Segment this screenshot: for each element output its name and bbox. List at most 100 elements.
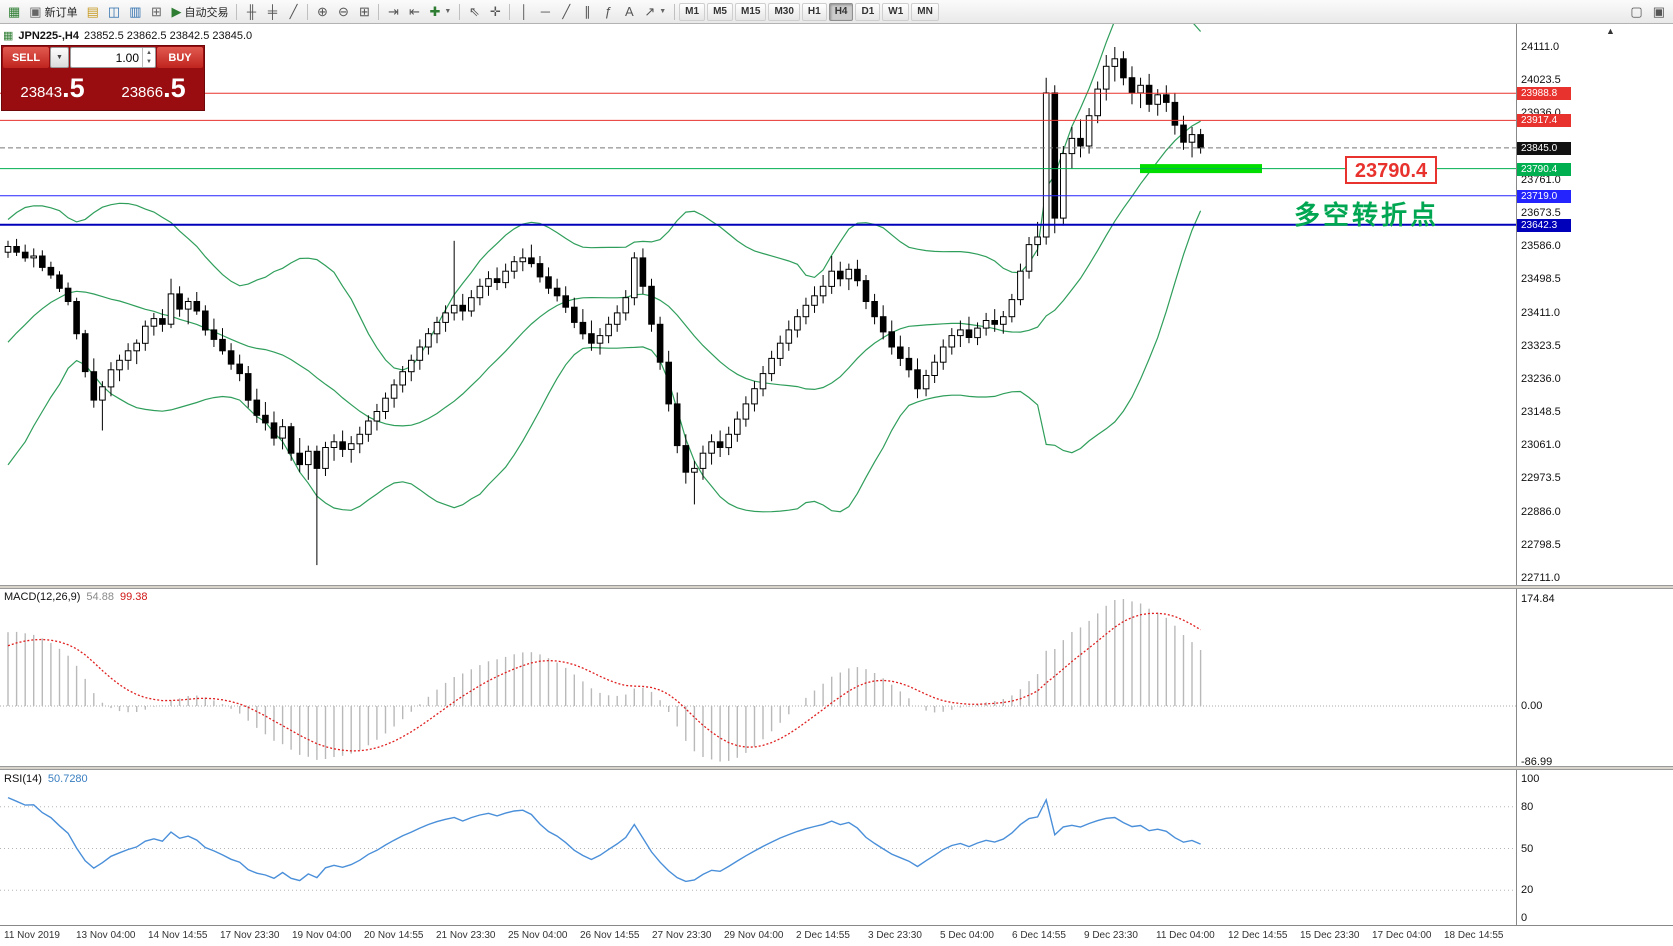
separator [307,3,309,20]
volume-field[interactable]: 1.00 ▲ ▼ [70,47,156,68]
time-label: 27 Nov 23:30 [652,930,712,941]
market-watch-button[interactable]: ◫ [104,2,124,22]
sell-button[interactable]: SELL [3,47,49,68]
candle-body [279,426,286,439]
trendline-button[interactable]: ╱ [556,2,576,22]
candle-body [665,361,673,405]
chart-window-icon[interactable]: ▦ [8,3,21,19]
rsi-title: RSI(14) [4,773,42,785]
bar-chart-button[interactable]: ╫ [241,2,261,22]
tab-timeframe-h1[interactable]: H1 [801,2,827,21]
candle-body [322,447,329,469]
fibonacci-button[interactable]: ƒ [598,2,618,22]
horizontal-line-icon: ─ [540,4,550,19]
rsi-line [7,796,1201,883]
candle-body [142,325,149,344]
macd-signal-line [7,612,1201,752]
data-window-button[interactable]: ▥ [125,2,145,22]
navigator-button[interactable]: ⊞ [146,2,166,22]
candle-body [845,268,853,280]
auto-scroll-button[interactable]: ⇥ [383,2,403,22]
new-order-button[interactable]: ▣ 新订单 [29,3,78,19]
candle-body [974,327,981,339]
charts-button[interactable]: ▤ [83,2,103,22]
candle-body [571,306,578,323]
window-restore-button[interactable]: ▢ [1626,2,1646,22]
candle-body [510,261,518,272]
candle-body [1094,88,1102,117]
time-label: 17 Dec 04:00 [1372,930,1432,941]
candle-body [802,304,810,318]
arrows-tool-button[interactable]: ↗ ▼ [640,2,670,22]
price-tick: 23586.0 [1521,240,1561,252]
tab-timeframe-d1[interactable]: D1 [855,2,881,21]
macd-chart-canvas[interactable] [0,589,1516,766]
tab-timeframe-w1[interactable]: W1 [882,2,910,21]
macd-axis-label: 0.00 [1521,700,1543,712]
tab-timeframe-m5[interactable]: M5 [707,2,733,21]
tab-timeframe-m30[interactable]: M30 [768,2,800,21]
panel-splitter[interactable] [0,766,1673,770]
candle-body [819,285,827,297]
arrows-tool-icon: ↗ [644,3,656,19]
candle-body [47,266,55,276]
time-label: 18 Dec 14:55 [1444,930,1504,941]
channel-button[interactable]: ∥ [577,2,597,22]
candle-body [450,304,458,314]
tab-timeframe-h4[interactable]: H4 [828,2,854,21]
candle-body [879,316,887,333]
candle-body [759,373,767,390]
candle-body [965,329,973,338]
candle-body [502,270,509,284]
chevron-down-icon: ▼ [444,8,452,15]
chevron-down-icon: ▼ [56,54,63,61]
candle-chart-button[interactable]: ╪ [262,2,282,22]
candle-body [811,295,818,306]
volume-dropdown-button[interactable]: ▼ [50,47,69,68]
spin-up-icon: ▲ [146,49,152,56]
rsi-chart-canvas[interactable] [0,770,1516,925]
candle-body [39,255,46,268]
candle-body [468,297,475,312]
level-price-label: 23642.3 [1517,219,1571,232]
chart-mini-icon: ▦ [3,30,14,42]
tab-timeframe-m1[interactable]: M1 [679,2,706,21]
text-tool-button[interactable]: A [619,2,639,22]
crosshair-button[interactable]: ✛ [485,2,505,22]
rsi-value: 50.7280 [47,773,88,785]
candle-body [390,384,398,399]
time-label: 17 Nov 23:30 [220,930,280,941]
sell-price-button[interactable]: 23843 .5 [2,69,103,110]
chart-shift-button[interactable]: ⇤ [404,2,424,22]
tile-windows-button[interactable]: ⊞ [354,2,374,22]
separator [378,3,380,20]
candle-body [1111,58,1119,67]
buy-button[interactable]: BUY [157,47,203,68]
candle-body [1077,137,1084,147]
buy-price-button[interactable]: 23866 .5 [103,69,204,110]
volume-value: 1.00 [115,50,139,65]
price-tick: 23323.5 [1521,340,1561,352]
line-chart-button[interactable]: ╱ [283,2,303,22]
vertical-line-button[interactable]: │ [514,2,534,22]
candle-body [330,441,338,448]
scroll-to-end-icon[interactable]: ▲ [1606,26,1615,36]
candle-body [905,357,913,371]
tab-timeframe-m15[interactable]: M15 [734,2,767,21]
panel-splitter[interactable] [0,585,1673,589]
candle-body [837,270,844,280]
indicators-button[interactable]: ✚ ▼ [425,2,455,22]
window-menu-button[interactable]: ▣ [1649,2,1669,22]
horizontal-line-button[interactable]: ─ [535,2,555,22]
candle-body [4,246,12,253]
zoom-out-button[interactable]: ⊖ [333,2,353,22]
quantity-stepper[interactable]: ▲ ▼ [142,48,155,67]
tab-timeframe-mn[interactable]: MN [911,2,939,21]
candle-body [64,287,72,303]
cursor-button[interactable]: ⇖ [464,2,484,22]
candle-body [828,270,836,287]
autotrading-button[interactable]: ▶ 自动交易 [171,3,229,19]
price-chart-canvas[interactable] [0,24,1516,585]
zoom-in-button[interactable]: ⊕ [312,2,332,22]
candle-body [871,301,878,318]
